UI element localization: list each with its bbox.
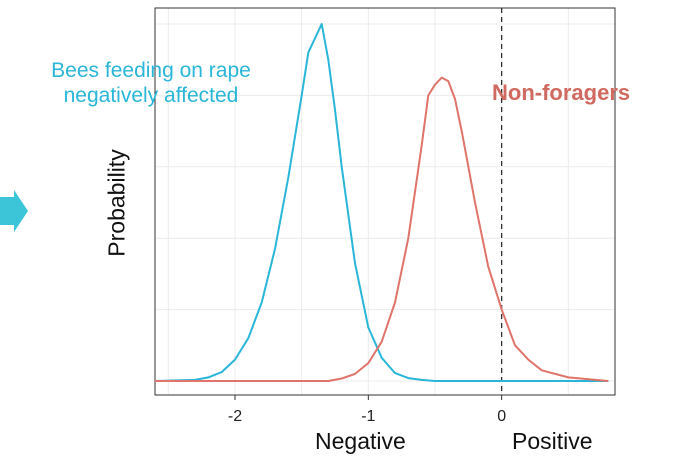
bees-annotation-line-2: negatively affected xyxy=(63,84,239,108)
bees-annotation: Bees feeding on rape negatively affected xyxy=(16,58,286,108)
nonforagers-annotation: Non-foragers xyxy=(492,80,631,105)
x-tick-label-1: -1 xyxy=(361,408,375,425)
grid-lines xyxy=(155,8,615,395)
x-axis-label-positive: Positive xyxy=(512,428,593,454)
x-axis-label-negative: Negative xyxy=(315,428,406,454)
x-ticks: -2 -1 0 xyxy=(228,395,506,425)
plot-frame xyxy=(154,7,616,396)
x-tick-label-0: -2 xyxy=(228,408,242,425)
bees-annotation-line-1: Bees feeding on rape xyxy=(51,59,251,82)
series-group xyxy=(154,23,609,382)
x-tick-label-2: 0 xyxy=(497,408,506,425)
arrow-shape xyxy=(0,190,28,232)
series-line-nonforagers xyxy=(155,76,609,382)
series-line-bees xyxy=(154,23,609,382)
y-axis-label: Probability xyxy=(103,149,130,257)
